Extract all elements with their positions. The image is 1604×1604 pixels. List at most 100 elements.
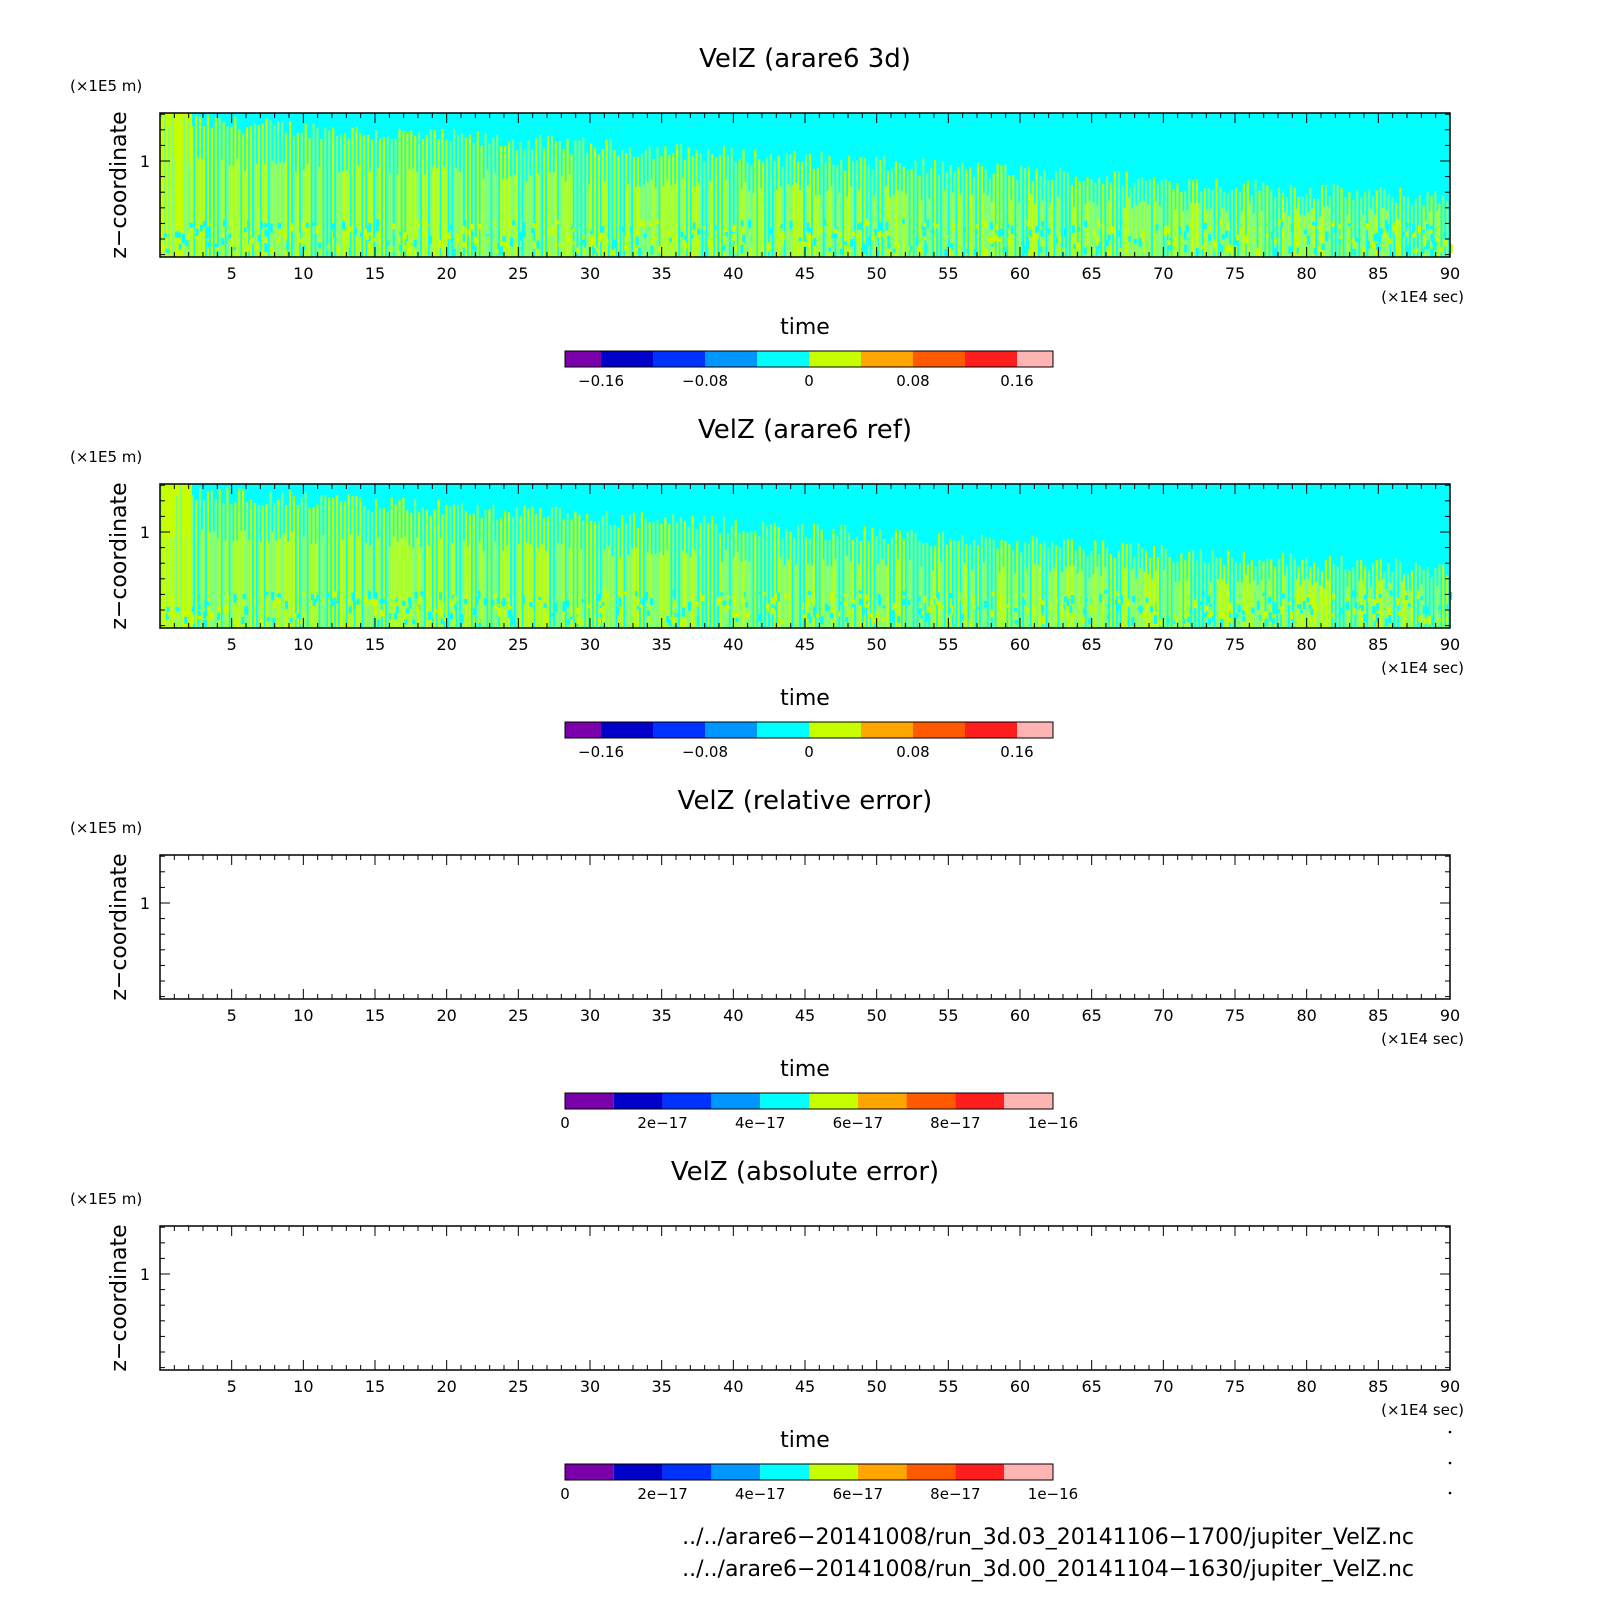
heatmap-column (1035, 537, 1038, 628)
heatmap-fleck (1366, 222, 1370, 231)
x-tick-label: 55 (938, 635, 958, 654)
heatmap-column (1246, 564, 1249, 628)
heatmap-column (773, 523, 776, 628)
x-tick-label: 50 (866, 635, 886, 654)
heatmap-fleck (414, 591, 418, 600)
heatmap-column (222, 122, 225, 257)
heatmap-fleck (1143, 245, 1147, 251)
heatmap-fleck (915, 236, 919, 246)
heatmap-column (394, 139, 397, 257)
heatmap-column (160, 117, 163, 257)
heatmap-fleck (414, 229, 418, 237)
heatmap-column (195, 115, 198, 257)
heatmap-fleck (872, 618, 876, 623)
heatmap-fleck (1351, 248, 1355, 255)
heatmap-fleck (297, 232, 301, 241)
heatmap-fleck (1376, 603, 1380, 611)
heatmap-column (285, 504, 288, 628)
heatmap-column (341, 171, 344, 257)
heatmap-fleck (299, 248, 303, 258)
heatmap-fleck (1379, 228, 1383, 236)
heatmap-column (773, 161, 776, 257)
heatmap-fleck (1000, 228, 1004, 236)
heatmap-fleck (450, 238, 454, 243)
heatmap-column (1223, 565, 1226, 628)
heatmap-fleck (610, 247, 614, 256)
heatmap-column (1270, 189, 1273, 257)
x-tick-label: 15 (365, 1377, 385, 1396)
heatmap-fleck (921, 611, 925, 617)
chart-panel-4: VelZ (absolute error)(×1E5 m)5 10 15 20 25 30… (70, 1157, 1464, 1503)
heatmap-column (807, 185, 809, 257)
heatmap-fleck (1317, 245, 1321, 252)
heatmap-fleck (470, 223, 474, 230)
x-tick-label: 5 (227, 1377, 237, 1396)
heatmap-fleck (1273, 247, 1277, 257)
y-tick-label: 1 (140, 1265, 150, 1284)
colorbar-cell (1017, 722, 1053, 738)
heatmap-column (652, 521, 655, 628)
heatmap-fleck (1268, 612, 1272, 620)
heatmap-fleck (432, 236, 436, 244)
heatmap-fleck (1084, 598, 1088, 602)
heatmap-fleck (1320, 591, 1324, 597)
y-tick-label: 1 (140, 523, 150, 542)
heatmap-fleck (553, 230, 557, 235)
heatmap-fleck (634, 591, 638, 597)
heatmap-column (1074, 550, 1077, 628)
heatmap-column (662, 555, 665, 628)
heatmap-column (769, 524, 772, 628)
heatmap-column (1284, 575, 1286, 628)
heatmap-column (654, 188, 657, 257)
heatmap-fleck (402, 600, 406, 607)
heatmap-fleck (746, 612, 750, 619)
heatmap-fleck (627, 229, 631, 236)
heatmap-column (537, 173, 540, 257)
heatmap-fleck (781, 231, 785, 240)
x-tick-label: 60 (1010, 264, 1030, 283)
heatmap-fleck (855, 235, 859, 242)
heatmap-fleck (272, 617, 276, 627)
heatmap-fleck (407, 244, 411, 253)
heatmap-column (1407, 574, 1410, 628)
heatmap-column (265, 118, 268, 257)
heatmap-fleck (919, 248, 923, 255)
heatmap-fleck (598, 238, 602, 242)
heatmap-column (808, 153, 812, 257)
heatmap-column (607, 545, 610, 628)
heatmap-column (1174, 209, 1177, 257)
heatmap-fleck (731, 611, 735, 617)
heatmap-fleck (203, 221, 207, 227)
heatmap-fleck (447, 232, 451, 239)
heatmap-fleck (1277, 608, 1281, 614)
heatmap-fleck (949, 592, 953, 598)
heatmap-column (601, 149, 604, 257)
heatmap-column (175, 495, 178, 628)
heatmap-column (261, 123, 264, 258)
heatmap-column (402, 497, 405, 628)
heatmap-column (633, 156, 636, 257)
heatmap-fleck (1321, 243, 1325, 251)
heatmap-fleck (1443, 231, 1447, 240)
heatmap-fleck (326, 592, 330, 598)
heatmap-fleck (1070, 595, 1074, 604)
heatmap-fleck (684, 243, 688, 249)
heatmap-column (355, 496, 358, 628)
heatmap-column (656, 520, 659, 628)
heatmap-column (1109, 554, 1113, 628)
heatmap-column (605, 139, 608, 257)
heatmap-fleck (1306, 597, 1310, 603)
heatmap-column (824, 162, 827, 257)
heatmap-fleck (1149, 606, 1153, 613)
heatmap-column (1436, 210, 1439, 257)
heatmap-fleck (344, 231, 348, 239)
heatmap-column (349, 534, 352, 628)
heatmap-column (1156, 184, 1159, 257)
heatmap-column (801, 161, 804, 257)
heatmap-column (549, 172, 551, 257)
heatmap-fleck (1118, 230, 1122, 237)
heatmap-column (1102, 540, 1105, 628)
heatmap-fleck (1008, 238, 1012, 247)
heatmap-column (443, 167, 446, 257)
heatmap-column (1053, 567, 1056, 628)
